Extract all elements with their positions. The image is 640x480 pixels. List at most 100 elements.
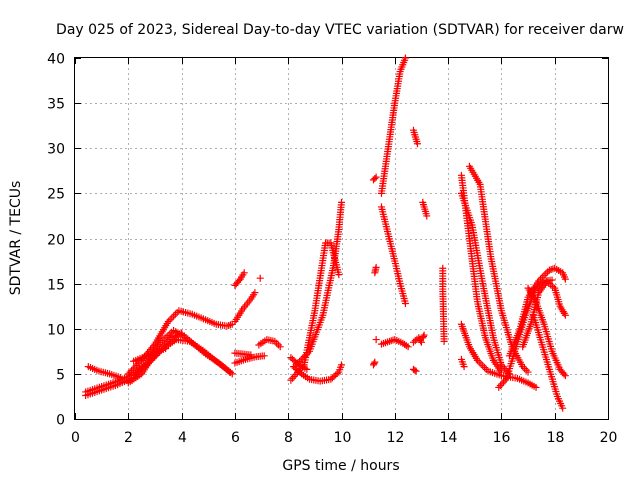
y-tick-label: 30 (47, 142, 65, 158)
data-point (522, 366, 530, 374)
series-track-l (256, 274, 264, 282)
data-point (413, 140, 421, 148)
data-point (532, 383, 540, 391)
data-point (235, 277, 243, 285)
data-point (333, 370, 341, 378)
series-track-u (377, 54, 409, 197)
data-point (417, 338, 425, 346)
series-track-ae (457, 189, 513, 378)
x-tick-label: 14 (440, 430, 458, 446)
data-point (371, 358, 379, 366)
data-point (481, 364, 489, 372)
series-track-t (372, 336, 380, 344)
series-track-af (465, 162, 532, 376)
x-tick-label: 4 (178, 430, 187, 446)
data-point (423, 212, 431, 220)
data-point (372, 263, 380, 271)
data-point (496, 382, 504, 390)
x-tick-label: 0 (71, 430, 80, 446)
x-tick-label: 8 (284, 430, 293, 446)
data-point (548, 276, 556, 284)
data-point (251, 289, 259, 297)
data-points (82, 54, 569, 412)
x-axis-label: GPS time / hours (282, 458, 399, 474)
data-point (560, 370, 568, 378)
data-point (226, 368, 234, 376)
plot-frame (74, 57, 609, 420)
x-tick-label: 12 (387, 430, 405, 446)
data-point (240, 269, 248, 277)
series-track-n (292, 198, 345, 369)
y-tick-labels: 0 5 10 15 20 25 30 35 40 (47, 52, 65, 429)
axis-ticks (75, 58, 609, 420)
series-track-am (529, 311, 567, 412)
data-point (173, 309, 181, 317)
y-axis-label: SDTVAR / TECUs (8, 181, 24, 296)
y-tick-label: 15 (47, 278, 65, 294)
series-track-aj (505, 264, 569, 360)
data-point (561, 275, 569, 283)
data-point (301, 352, 309, 360)
data-point (411, 366, 419, 374)
series-track-d (124, 329, 186, 387)
x-tick-label: 18 (547, 430, 565, 446)
data-point (440, 337, 448, 345)
series-track-e (84, 363, 124, 381)
data-point (126, 368, 134, 376)
series-track-z (409, 365, 420, 375)
series-track-j (231, 349, 255, 359)
data-point (304, 349, 312, 357)
data-point (371, 174, 379, 182)
data-point (168, 314, 176, 322)
data-point (226, 321, 234, 329)
series-track-c (124, 307, 236, 378)
series-track-o (290, 361, 345, 385)
data-point (116, 373, 124, 381)
series-track-q (369, 173, 380, 184)
series-track-ac (439, 264, 448, 345)
series-track-p (287, 354, 311, 373)
y-tick-label: 5 (56, 368, 65, 384)
chart-title: Day 025 of 2023, Sidereal Day-to-day VTE… (56, 22, 624, 38)
data-point (131, 363, 139, 371)
data-point (559, 404, 567, 412)
series-track-w (377, 336, 412, 351)
series-track-aa (419, 198, 431, 220)
data-point (133, 361, 141, 369)
data-point (561, 311, 569, 319)
y-tick-label: 20 (47, 233, 65, 249)
data-point (260, 352, 268, 360)
y-tick-label: 0 (56, 413, 65, 429)
series-track-x (409, 126, 421, 148)
data-point (293, 359, 301, 367)
data-point (524, 368, 532, 376)
x-tick-label: 16 (493, 430, 511, 446)
data-point (162, 345, 170, 353)
data-point (128, 366, 136, 374)
series-track-k (255, 336, 284, 351)
data-point (299, 354, 307, 362)
data-point (477, 360, 485, 368)
series-track-i (231, 352, 268, 367)
data-point (542, 270, 550, 278)
series-track-ab (419, 331, 428, 342)
data-point (302, 351, 310, 359)
data-point (412, 367, 420, 375)
data-point (404, 343, 412, 351)
series-track-r (371, 263, 380, 277)
series-track-ag (457, 320, 540, 391)
series-track-v (377, 203, 409, 307)
x-tick-labels: 0 2 4 6 8 10 12 14 16 18 20 (71, 430, 617, 446)
data-point (420, 331, 428, 339)
data-point (129, 365, 137, 373)
data-point (338, 361, 345, 369)
data-point (372, 173, 380, 181)
data-point (296, 368, 304, 376)
data-point (225, 321, 233, 329)
x-tick-label: 2 (124, 430, 133, 446)
x-tick-label: 6 (231, 430, 240, 446)
data-point (401, 299, 409, 307)
data-point (297, 356, 305, 364)
series-track-g (231, 269, 248, 289)
